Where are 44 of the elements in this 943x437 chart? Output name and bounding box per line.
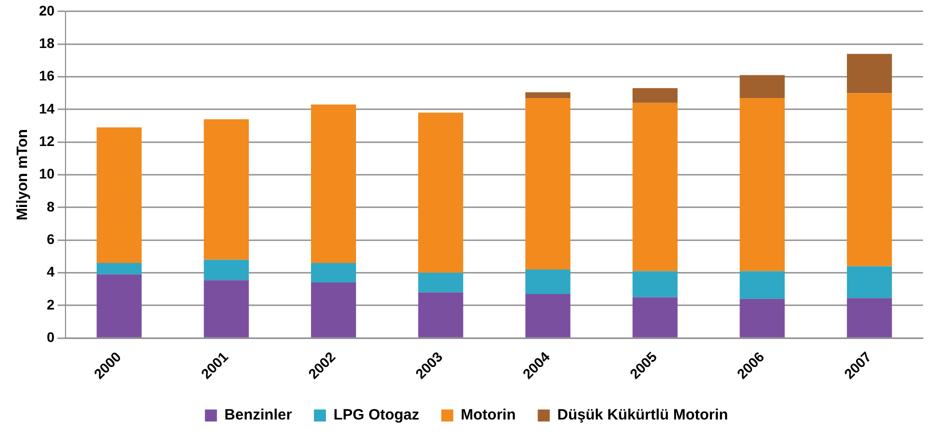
bar: [632, 102, 678, 272]
y-tick-label: 4: [46, 264, 55, 280]
y-tick-label: 10: [38, 166, 55, 182]
bar: [846, 54, 892, 94]
bar: [525, 92, 570, 98]
y-tick-label: 2: [46, 296, 55, 312]
bar: [311, 104, 356, 263]
bar: [96, 127, 142, 263]
bar: [525, 98, 570, 270]
bar: [525, 294, 570, 338]
legend-label: Benzinler: [224, 406, 292, 424]
bar: [740, 75, 785, 98]
bar: [204, 280, 249, 338]
bar: [525, 269, 570, 294]
bar: [311, 282, 356, 338]
legend-label: Motorin: [460, 406, 516, 424]
bar: [418, 272, 464, 292]
bar: [204, 260, 249, 280]
bar: [418, 112, 464, 273]
bar: [632, 297, 678, 338]
bar: [846, 93, 892, 266]
bar: [846, 298, 892, 338]
y-axis-title: Milyon mTon: [14, 129, 32, 220]
bar: [204, 119, 249, 260]
y-tick-label: 12: [38, 132, 55, 149]
bar: [632, 88, 678, 103]
bar: [311, 262, 356, 283]
bar: [418, 292, 464, 338]
bar: [740, 98, 785, 272]
bar: [846, 266, 892, 298]
y-tick-label: 0: [46, 328, 55, 345]
y-tick-label: 6: [46, 230, 55, 247]
y-tick-label: 16: [38, 68, 55, 84]
bar: [96, 274, 142, 338]
legend-label: LPG Otogaz: [333, 406, 420, 424]
y-tick-label: 8: [46, 198, 55, 214]
legend-label: Düşük Kükürtlü Motorin: [557, 406, 728, 424]
y-tick-label: 14: [38, 100, 55, 116]
y-tick-label: 18: [38, 34, 55, 51]
y-tick-label: 20: [38, 2, 55, 18]
bar: [96, 262, 142, 274]
bar: [740, 298, 785, 338]
bar: [740, 271, 785, 299]
bar: [632, 271, 678, 298]
